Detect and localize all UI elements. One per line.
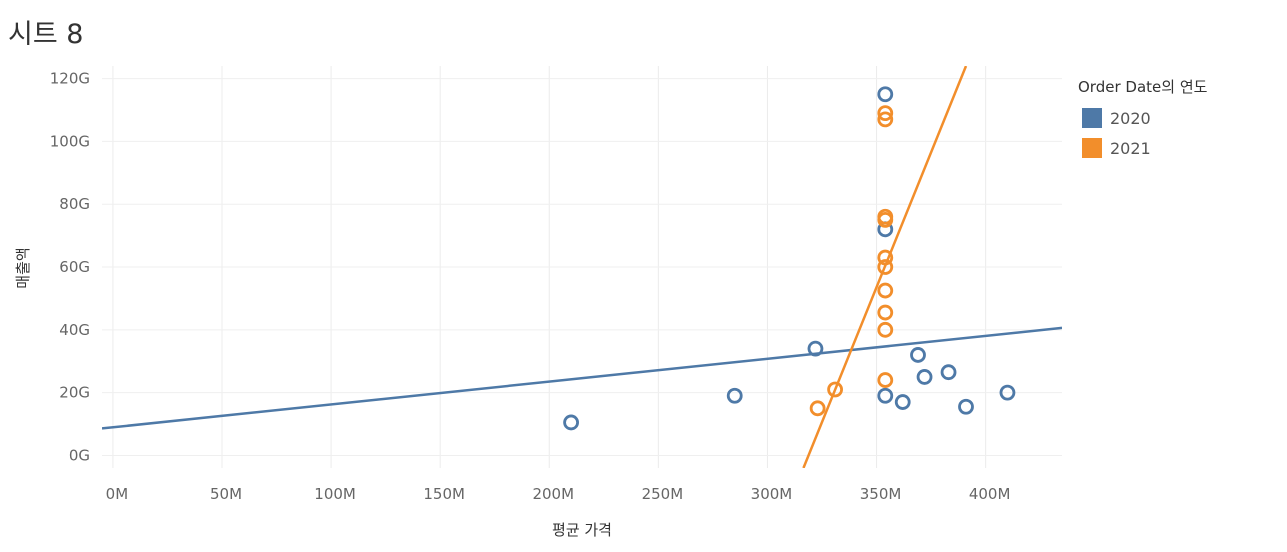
data-point-2020[interactable] bbox=[910, 347, 926, 363]
data-point-2020[interactable] bbox=[916, 369, 933, 385]
page-title: 시트 8 bbox=[8, 19, 84, 50]
y-axis-title: 매출액 bbox=[14, 247, 32, 288]
legend-swatch bbox=[1082, 138, 1102, 158]
data-point-2020[interactable] bbox=[877, 387, 894, 404]
data-point-2020[interactable] bbox=[894, 394, 911, 410]
y-axis-ticks: 0G 20G 40G 60G 80G 100G 120G bbox=[50, 70, 90, 465]
data-point-2021[interactable] bbox=[877, 321, 894, 338]
grid-layer bbox=[102, 66, 1062, 468]
data-point-2021[interactable] bbox=[809, 400, 826, 417]
data-point-2021[interactable] bbox=[877, 304, 894, 321]
data-point-2021[interactable] bbox=[877, 249, 894, 266]
y-tick-label: 0G bbox=[69, 446, 90, 464]
y-tick-label: 40G bbox=[59, 321, 90, 339]
trend-line-2021 bbox=[802, 66, 968, 468]
x-tick-label: 200M bbox=[532, 485, 574, 503]
trend-layer bbox=[102, 66, 1062, 468]
x-tick-label: 0M bbox=[106, 485, 129, 503]
data-point-2020[interactable] bbox=[807, 340, 824, 357]
y-tick-label: 80G bbox=[59, 195, 90, 213]
x-tick-label: 100M bbox=[314, 485, 356, 503]
x-axis-ticks: 0M 50M 100M 150M 200M 250M 300M 350M 400M bbox=[106, 485, 1011, 503]
data-point-2021[interactable] bbox=[877, 208, 894, 225]
data-point-2020[interactable] bbox=[726, 387, 743, 404]
legend-label: 2021 bbox=[1110, 138, 1151, 158]
data-point-2021[interactable] bbox=[877, 259, 894, 275]
data-point-2020[interactable] bbox=[877, 86, 894, 103]
y-tick-label: 60G bbox=[59, 258, 90, 276]
y-tick-label: 20G bbox=[59, 384, 90, 402]
legend-title: Order Date의 연도 bbox=[1078, 78, 1208, 96]
legend-item-2020[interactable]: 2020 bbox=[1078, 103, 1283, 133]
legend-label: 2020 bbox=[1110, 108, 1151, 128]
legend-swatch bbox=[1082, 108, 1102, 128]
data-point-2020[interactable] bbox=[999, 384, 1016, 401]
data-point-2020[interactable] bbox=[940, 364, 957, 381]
data-point-2021[interactable] bbox=[877, 111, 894, 128]
data-point-2021[interactable] bbox=[877, 105, 894, 122]
x-axis-title: 평균 가격 bbox=[552, 521, 612, 539]
x-tick-label: 150M bbox=[423, 485, 465, 503]
data-point-2020[interactable] bbox=[563, 414, 579, 431]
legend-item-2021[interactable]: 2021 bbox=[1078, 133, 1283, 163]
y-tick-label: 100G bbox=[50, 132, 90, 150]
x-tick-label: 400M bbox=[969, 485, 1011, 503]
data-point-2021[interactable] bbox=[827, 381, 843, 398]
trend-line-2020 bbox=[102, 326, 1062, 430]
point-layer bbox=[563, 86, 1016, 431]
legend: Order Date의 연도 2020 2021 bbox=[1078, 76, 1283, 163]
y-tick-label: 120G bbox=[50, 70, 90, 88]
x-tick-label: 350M bbox=[860, 485, 902, 503]
data-point-2021[interactable] bbox=[877, 372, 894, 388]
data-point-2021[interactable] bbox=[877, 282, 894, 299]
x-tick-label: 50M bbox=[210, 485, 242, 503]
x-tick-label: 300M bbox=[751, 485, 793, 503]
x-tick-label: 250M bbox=[642, 485, 684, 503]
data-point-2020[interactable] bbox=[958, 398, 974, 415]
